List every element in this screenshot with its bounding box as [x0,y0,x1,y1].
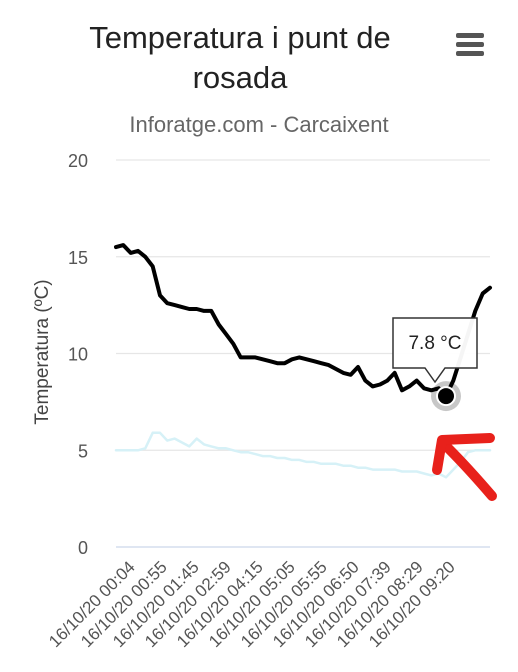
chart-title: Temperatura i punt de rosada [89,20,391,95]
arrow-annotation-shaft [443,443,497,501]
y-axis-label: Temperatura (ºC) [32,279,53,424]
dew-point-series-line[interactable] [114,431,492,479]
arrow-annotation-head [432,433,495,475]
temperature-series-line[interactable] [114,243,492,399]
y-tick-label: 20 [68,151,88,171]
y-tick-label: 0 [78,538,88,558]
chart-subtitle: Inforatge.com - Carcaixent [129,112,389,137]
y-tick-label: 5 [78,441,88,461]
hover-data-point[interactable] [436,386,456,407]
y-tick-label: 10 [68,345,88,365]
y-tick-label: 15 [68,248,88,268]
tooltip-box [392,317,478,384]
tooltip-text: 7.8 °C [408,333,461,354]
chart-menu-button[interactable] [452,28,490,62]
